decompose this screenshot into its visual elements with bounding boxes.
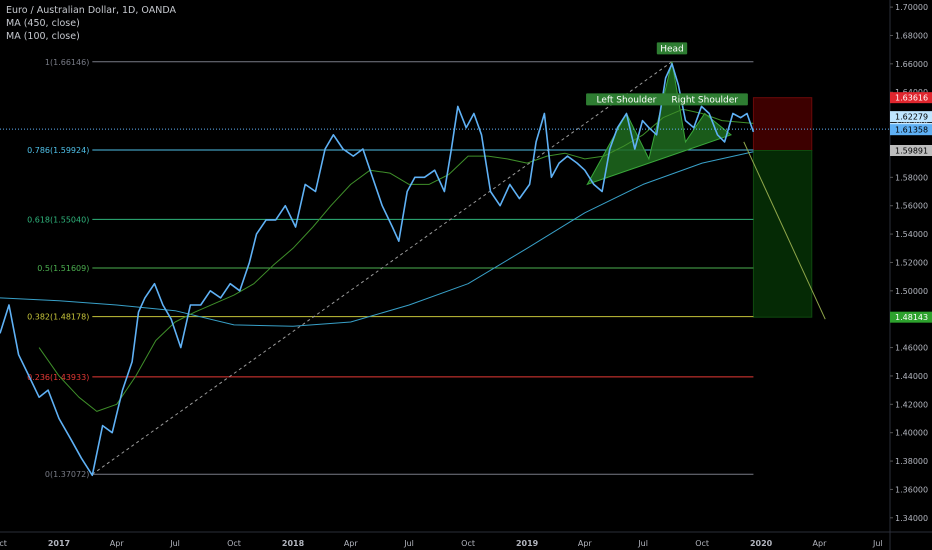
- ma100-legend[interactable]: MA (100, close): [6, 31, 80, 42]
- ma100-line[interactable]: [38, 108, 754, 412]
- time-axis-label: Apr: [578, 539, 593, 548]
- right-shoulder-label-box: [661, 93, 748, 106]
- time-axis-label: Jul: [169, 539, 180, 548]
- left-shoulder-label: Left Shoulder: [597, 95, 657, 105]
- price-axis-label: 1.58000: [895, 173, 928, 182]
- take-profit-zone[interactable]: [752, 150, 813, 318]
- time-axis-label: Apr: [110, 539, 125, 548]
- price-axis-marker: [890, 92, 932, 104]
- price-axis-label: 1.52000: [895, 258, 928, 267]
- fib-level-label: 0.618(1.55040): [27, 215, 89, 224]
- price-axis-marker-label: 1.59891: [895, 147, 928, 156]
- price-axis-label: 1.38000: [895, 457, 928, 466]
- price-axis-marker: [890, 311, 932, 323]
- time-axis-label: Jul: [403, 539, 414, 548]
- right-shoulder-label: Right Shoulder: [671, 95, 738, 105]
- price-axis-label: 1.54000: [895, 230, 928, 239]
- price-axis-marker-label: 1.48143: [895, 313, 928, 322]
- price-axis-marker-label: 1.62279: [895, 113, 928, 122]
- time-axis-label: Oct: [227, 539, 241, 548]
- trendline[interactable]: [92, 61, 673, 475]
- time-axis-label: 2018: [282, 539, 305, 548]
- price-line[interactable]: [0, 63, 755, 477]
- time-axis-label: Apr: [813, 539, 828, 548]
- price-axis-label: 1.34000: [895, 514, 928, 523]
- ma450-line[interactable]: [0, 151, 754, 327]
- projection-line[interactable]: [743, 141, 826, 320]
- price-axis-label: 1.46000: [895, 344, 928, 353]
- fib-level-label: 0.382(1.48178): [27, 313, 89, 322]
- time-axis-label: Jul: [872, 539, 883, 548]
- left-shoulder-label-box: [586, 93, 667, 106]
- price-axis-label: 1.44000: [895, 372, 928, 381]
- price-axis-label: 1.42000: [895, 400, 928, 409]
- stop-loss-zone[interactable]: [752, 97, 813, 152]
- price-axis-marker: [890, 124, 932, 136]
- time-axis-label: 2017: [48, 539, 70, 548]
- time-axis-label: Oct: [461, 539, 475, 548]
- time-axis-label: Jul: [637, 539, 648, 548]
- price-axis-label: 1.50000: [895, 287, 928, 296]
- fib-level-label: 0.5(1.51609): [37, 264, 89, 273]
- price-axis-marker: [890, 145, 932, 157]
- time-axis-label: Apr: [344, 539, 359, 548]
- fib-level-label: 0.236(1.43933): [27, 373, 89, 382]
- chart-legend: Euro / Australian Dollar, 1D, OANDA MA (…: [6, 4, 176, 43]
- time-axis-label: Oct: [0, 539, 7, 548]
- price-axis-label: 1.70000: [895, 3, 928, 12]
- price-axis-label: 1.40000: [895, 429, 928, 438]
- price-axis-label: 1.68000: [895, 31, 928, 40]
- time-axis-label: 2019: [516, 539, 539, 548]
- price-axis-label: 1.56000: [895, 202, 928, 211]
- ma450-legend[interactable]: MA (450, close): [6, 18, 80, 29]
- price-axis-label: 1.66000: [895, 60, 928, 69]
- fib-level-label: 1(1.66146): [45, 58, 89, 67]
- fib-level-label: 0.786(1.59924): [27, 146, 89, 155]
- price-axis-marker: [890, 111, 932, 123]
- head-label: Head: [660, 44, 684, 54]
- price-axis-marker-label: 1.63616: [895, 94, 928, 103]
- symbol-title: Euro / Australian Dollar, 1D, OANDA: [6, 5, 176, 16]
- time-axis-label: Oct: [695, 539, 709, 548]
- fib-level-label: 0(1.37072): [45, 470, 89, 479]
- head-label-box: [656, 42, 688, 55]
- price-axis-marker-label: 1.61358: [895, 126, 928, 135]
- price-axis-label: 1.36000: [895, 485, 928, 494]
- time-axis-label: 2020: [750, 539, 773, 548]
